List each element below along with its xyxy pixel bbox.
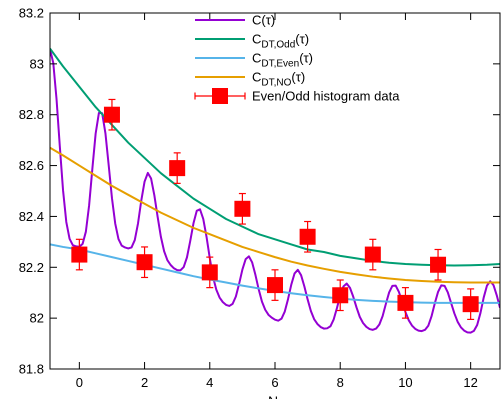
- data-point: [201, 256, 218, 289]
- y-tick-label: 83: [30, 56, 44, 71]
- marker-square: [103, 106, 120, 123]
- data-point: [462, 288, 479, 321]
- y-tick-label: 82.4: [19, 209, 44, 224]
- data-point: [71, 238, 88, 271]
- x-tick-label: 8: [337, 375, 344, 390]
- x-tick-label: 0: [76, 375, 83, 390]
- legend-label: CDT,NO(τ): [252, 70, 305, 89]
- legend: C(τ) CDT,Odd(τ)CDT,Even(τ)CDT,NO(τ)Even/O…: [194, 13, 400, 104]
- series-line-0: [50, 48, 500, 334]
- marker-square: [201, 264, 218, 281]
- series-line-1: [50, 48, 500, 267]
- marker-square: [136, 254, 153, 271]
- x-tick-label: 6: [271, 375, 278, 390]
- data-point: [299, 220, 316, 253]
- marker-square: [430, 256, 447, 273]
- legend-entry: Even/Odd histogram data: [194, 88, 400, 104]
- legend-label: CDT,Odd(τ): [252, 32, 309, 51]
- x-tick-label: 12: [463, 375, 477, 390]
- x-axis-title-main: N: [268, 393, 278, 399]
- data-point: [136, 246, 153, 279]
- data-point: [103, 98, 120, 131]
- series-layer: [50, 48, 500, 334]
- series-line-3: [50, 146, 500, 284]
- legend-label: CDT,Even(τ): [252, 51, 313, 70]
- data-point: [397, 287, 414, 319]
- x-tick-label: 10: [398, 375, 412, 390]
- marker-square: [462, 296, 479, 313]
- y-tick-label: 82.8: [19, 107, 44, 122]
- legend-label: Even/Odd histogram data: [252, 89, 400, 104]
- x-tick-label: 2: [141, 375, 148, 390]
- x-tick-label: 4: [206, 375, 213, 390]
- axes-layer: 81.8 82 82.2 82.4 82.6 82.8 83 83.2 0 2 4 6 8 10 12: [19, 6, 501, 390]
- legend-entry: CDT,NO(τ): [195, 70, 305, 89]
- y-tick-label: 82: [30, 311, 44, 326]
- data-point: [234, 192, 251, 225]
- data-point: [169, 152, 186, 184]
- marker-square: [267, 277, 283, 294]
- legend-marker: [212, 88, 228, 104]
- data-point: [332, 279, 349, 312]
- y-tick-label: 81.8: [19, 362, 44, 377]
- marker-square: [364, 246, 381, 263]
- data-point: [364, 238, 381, 271]
- legend-entry: CDT,Odd(τ): [195, 32, 309, 51]
- y-tick-label: 82.6: [19, 158, 44, 173]
- legend-entry: C(τ): [195, 13, 275, 28]
- marker-square: [234, 200, 251, 217]
- legend-entry: CDT,Even(τ): [195, 51, 313, 70]
- marker-square: [299, 228, 316, 245]
- marker-square: [397, 294, 414, 311]
- marker-square: [169, 160, 186, 177]
- marker-square: [332, 287, 349, 304]
- data-point: [430, 248, 447, 281]
- y-tick-label: 82.2: [19, 260, 44, 275]
- x-axis-title: Nτ: [268, 393, 282, 399]
- y-tick-label: 83.2: [19, 6, 44, 21]
- marker-square: [71, 246, 88, 263]
- data-point: [267, 269, 283, 301]
- legend-label: C(τ): [252, 13, 275, 28]
